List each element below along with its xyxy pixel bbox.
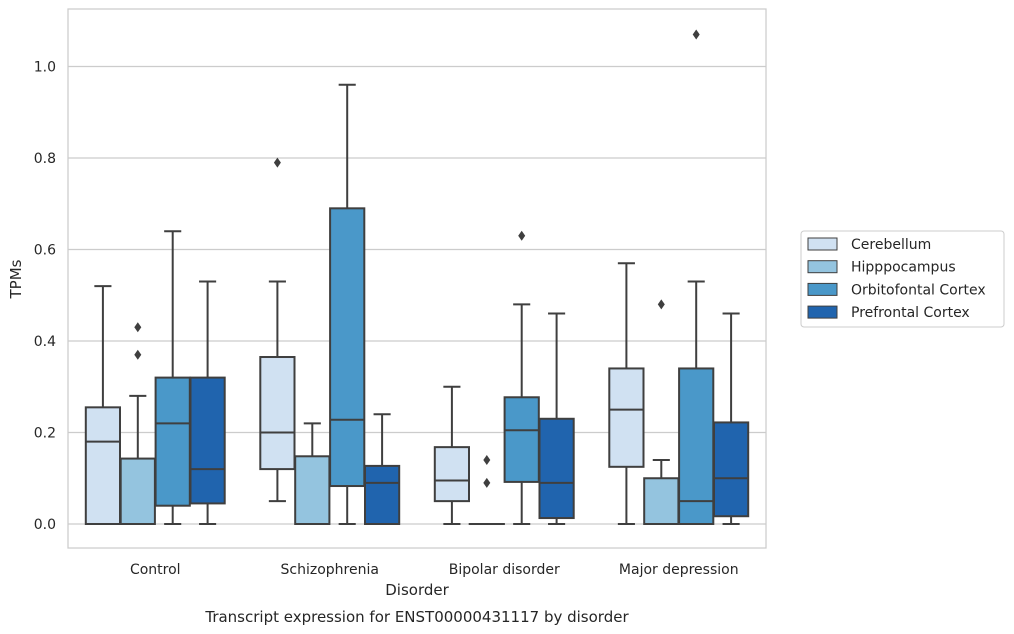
box-body — [329, 207, 366, 488]
outlier-point — [483, 477, 491, 488]
y-tick-label: 0.8 — [34, 151, 56, 167]
box-body — [84, 406, 122, 525]
box-body — [154, 376, 191, 507]
y-tick-label: 0.0 — [34, 517, 56, 533]
legend-label: Orbitofontal Cortex — [851, 282, 986, 298]
outlier-point — [273, 157, 281, 168]
x-tick-label: Bipolar disorder — [449, 562, 560, 578]
x-axis-label: Disorder — [385, 581, 449, 599]
box-body — [294, 455, 331, 526]
box-1-1 — [294, 422, 331, 526]
y-axis-ticks: 0.0 0.2 0.4 0.6 0.8 1.0 — [34, 60, 56, 534]
box-3-0 — [608, 262, 645, 525]
box-body — [712, 421, 750, 518]
x-tick-label: Control — [130, 562, 181, 578]
box-0-3 — [189, 280, 226, 525]
y-tick-label: 1.0 — [34, 60, 56, 76]
chart-caption: Transcript expression for ENST0000043111… — [204, 608, 629, 626]
plot-frame — [67, 8, 767, 549]
x-tick-label: Major depression — [619, 562, 739, 578]
box-1-3 — [363, 413, 401, 525]
boxes-layer — [84, 29, 750, 526]
box-2-2 — [503, 230, 540, 525]
outlier-point — [134, 349, 142, 360]
box-1-0 — [259, 157, 296, 503]
legend-frame — [800, 230, 1005, 328]
box-body — [538, 417, 575, 520]
box-0-0 — [84, 285, 122, 525]
box-body — [608, 367, 645, 468]
outlier-point — [692, 29, 700, 40]
box-0-1 — [119, 322, 156, 526]
legend-label: Hipppocampus — [851, 260, 956, 276]
box-body — [363, 464, 401, 525]
legend-swatch — [807, 237, 838, 251]
x-tick-label: Schizophrenia — [281, 562, 379, 578]
box-3-3 — [712, 312, 750, 525]
outlier-point — [657, 299, 665, 310]
y-tick-label: 0.6 — [34, 243, 56, 259]
box-2-3 — [538, 312, 575, 525]
legend-swatch — [807, 305, 838, 319]
box-body — [433, 446, 471, 503]
box-body — [259, 356, 296, 471]
box-body — [189, 376, 226, 505]
legend: Cerebellum Hipppocampus Orbitofontal Corte… — [800, 230, 1005, 328]
outlier-point — [483, 454, 491, 465]
outlier-point — [134, 322, 142, 333]
y-tick-label: 0.2 — [34, 426, 56, 442]
outlier-point — [518, 230, 526, 241]
legend-label: Prefrontal Cortex — [851, 305, 970, 321]
box-body — [119, 457, 156, 526]
legend-swatch — [807, 282, 838, 296]
box-2-0 — [433, 385, 471, 525]
box-2-1 — [468, 454, 505, 526]
y-tick-label: 0.4 — [34, 334, 56, 350]
box-0-2 — [154, 230, 191, 525]
box-body — [643, 477, 680, 525]
box-1-2 — [329, 83, 366, 525]
box-3-1 — [643, 299, 680, 525]
legend-label: Cerebellum — [851, 237, 931, 253]
y-axis-label: TPMs — [7, 259, 25, 299]
x-axis-ticks: Control Schizophrenia Bipolar disorder Majo… — [130, 562, 739, 578]
legend-swatch — [807, 260, 838, 274]
box-body — [503, 396, 540, 483]
